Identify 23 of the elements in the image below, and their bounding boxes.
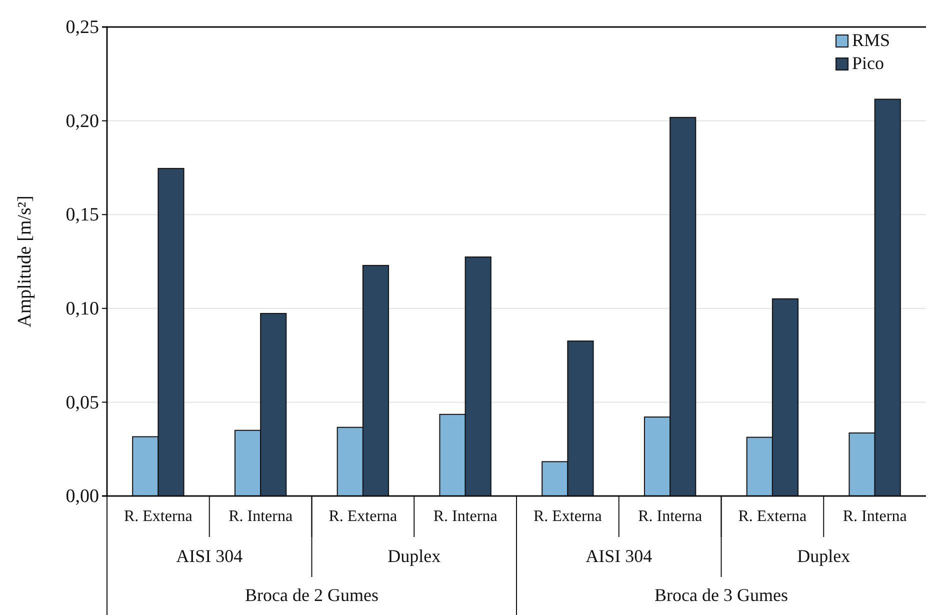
y-tick-label: 0,05 — [66, 392, 99, 414]
y-axis-title: Amplitude [m/s²] — [14, 196, 36, 328]
text: Broca de 3 Gumes — [654, 585, 788, 606]
text: Duplex — [388, 546, 441, 566]
x-tick-label: R. Interna — [228, 508, 293, 526]
x-tick-label: R. Externa — [124, 508, 192, 526]
y-tick-label: 0,20 — [66, 110, 99, 132]
y-tick-label: 0,00 — [66, 486, 99, 508]
text: Broca de 2 Gumes — [245, 585, 378, 606]
text: AISI 304 — [586, 546, 652, 566]
y-tick-label: 0,25 — [66, 17, 99, 38]
x-tick-label: R. Externa — [533, 508, 602, 526]
text: Duplex — [797, 546, 850, 566]
text: AISI 304 — [176, 546, 243, 566]
legend-label: Pico — [852, 53, 884, 74]
x-tick-label: R. Externa — [328, 508, 398, 526]
x-tick-label: R. Externa — [738, 508, 807, 526]
x-tick-label: R. Interna — [638, 508, 702, 526]
x-tick-label: R. Interna — [433, 508, 498, 526]
x-tick-label: R. Interna — [842, 508, 907, 526]
legend-label: RMS — [852, 30, 890, 50]
y-tick-label: 0,15 — [66, 204, 99, 226]
y-tick-label: 0,10 — [66, 298, 99, 320]
